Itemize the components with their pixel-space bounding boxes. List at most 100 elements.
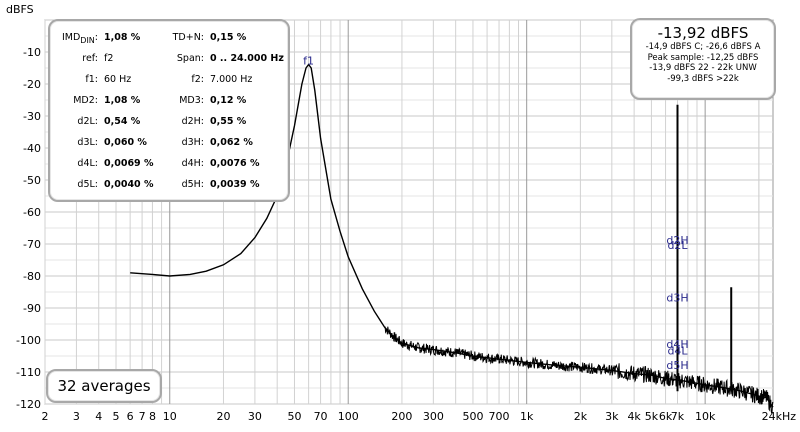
imd-value: 0,12 % <box>210 95 247 106</box>
imd-value: 1,08 % <box>104 95 141 106</box>
imd-label: MD2: <box>73 95 98 106</box>
imd-value: 0,0040 % <box>104 179 154 190</box>
peak-marker-label: d4H <box>666 338 688 351</box>
imd-row: ref: f2 Span: 0 .. 24.000 Hz <box>50 52 288 66</box>
imd-results-panel: IMDDIN: 1,08 % TD+N: 0,15 % ref: f2 Span: 0 .. … <box>48 19 290 202</box>
unweighted-level: -13,9 dBFS 22 - 22k UNW <box>649 63 757 73</box>
series-layer <box>130 63 774 414</box>
y-tick-label: -50 <box>23 174 41 187</box>
averages-counter: 32 averages <box>46 369 162 403</box>
weighted-levels: -14,9 dBFS C; -26,6 dBFS A <box>645 42 761 52</box>
imd-value: 0,0069 % <box>104 158 154 169</box>
imd-label: d4L: <box>77 158 98 169</box>
y-tick-label: -90 <box>23 302 41 315</box>
x-tick-label: 200 <box>391 410 412 423</box>
y-tick-label: -60 <box>23 206 41 219</box>
imd-label: d2L: <box>77 116 98 127</box>
y-tick-label: -100 <box>16 334 41 347</box>
x-tick-label: 30 <box>248 410 262 423</box>
peak-marker-label: d3H <box>666 292 688 305</box>
imd-label: d5L: <box>77 179 98 190</box>
x-tick-label: 1k <box>520 410 534 423</box>
imd-value: 0,062 % <box>210 137 253 148</box>
imd-value: f2 <box>104 53 114 64</box>
peak-level-value: -13,92 dBFS <box>657 24 749 42</box>
y-tick-labels: -10 -20 -30 -40 -50 -60 -70 -80 -90 -100 -110 -120 <box>16 46 41 411</box>
imd-label: d3H: <box>181 137 204 148</box>
x-tick-label: 2 <box>42 410 49 423</box>
peak-marker-label: d4L <box>667 344 688 357</box>
imd-value: 7.000 Hz <box>210 74 253 85</box>
imd-row: d3L: 0,060 % d3H: 0,062 % <box>50 136 288 150</box>
imd-label: TD+N: <box>172 32 204 43</box>
imd-value: 0,54 % <box>104 116 141 127</box>
noise-floor-line <box>384 326 774 414</box>
x-tick-label: 300 <box>423 410 444 423</box>
x-tick-label: 500 <box>462 410 483 423</box>
x-tick-label: 6 <box>127 410 134 423</box>
imd-label: Span: <box>176 53 204 64</box>
x-tick-label: 2k <box>574 410 588 423</box>
imd-row: IMDDIN: 1,08 % TD+N: 0,15 % <box>50 31 288 45</box>
y-axis-label: dBFS <box>6 3 34 16</box>
y-tick-label: -30 <box>23 110 41 123</box>
x-tick-label: 20 <box>216 410 230 423</box>
peak-marker-label: d5H <box>666 359 688 372</box>
imd-value: 1,08 % <box>104 32 141 43</box>
x-tick-label: 4k <box>627 410 641 423</box>
above-22k-level: -99,3 dBFS >22k <box>667 73 739 84</box>
x-tick-label: 100 <box>338 410 359 423</box>
peak-marker-label: d2H <box>666 234 688 247</box>
imd-label: f2: <box>191 74 204 85</box>
imd-value: 0 .. 24.000 Hz <box>210 53 284 64</box>
x-tick-label: 24kHz <box>762 410 797 423</box>
peak-marker-label: f1 <box>303 54 314 67</box>
y-tick-label: -120 <box>16 398 41 411</box>
y-tick-label: -70 <box>23 238 41 251</box>
imd-label: d3L: <box>77 137 98 148</box>
x-tick-label: 8 <box>149 410 156 423</box>
imd-label: f1: <box>85 74 98 85</box>
peak-level-panel: -13,92 dBFS -14,9 dBFS C; -26,6 dBFS A P… <box>630 18 776 100</box>
imd-value: 0,15 % <box>210 32 247 43</box>
imd-label: IMDDIN: <box>61 32 98 45</box>
x-tick-label: 10k <box>695 410 716 423</box>
x-tick-label: 4 <box>95 410 102 423</box>
x-tick-label: 3 <box>73 410 80 423</box>
peak-sample: Peak sample: -12,25 dBFS <box>647 52 759 63</box>
imd-row: MD2: 1,08 % MD3: 0,12 % <box>50 94 288 108</box>
x-tick-label: 700 <box>489 410 510 423</box>
y-tick-label: -20 <box>23 78 41 91</box>
imd-label: d2H: <box>181 116 204 127</box>
imd-label-subscript: DIN <box>80 35 95 45</box>
x-tick-labels: 2 3 4 5 6 7 8 10 20 30 50 70 100 200 300 500 700 1k 2k 3k 4k… <box>42 410 797 423</box>
imd-label: MD3: <box>179 95 204 106</box>
y-tick-label: -110 <box>16 366 41 379</box>
imd-row: d2L: 0,54 % d2H: 0,55 % <box>50 115 288 129</box>
x-tick-label: 6k <box>659 410 673 423</box>
imd-row: f1: 60 Hz f2: 7.000 Hz <box>50 73 288 87</box>
peak-marker-label: d2L <box>667 239 688 252</box>
y-tick-label: -10 <box>23 46 41 59</box>
imd-row: d5L: 0,0040 % d5H: 0,0039 % <box>50 178 288 192</box>
imd-label: d4H: <box>181 158 204 169</box>
x-tick-label: 70 <box>314 410 328 423</box>
x-tick-label: 50 <box>287 410 301 423</box>
imd-value: 0,0076 % <box>210 158 260 169</box>
y-tick-label: -80 <box>23 270 41 283</box>
imd-value: 60 Hz <box>104 74 132 85</box>
imd-value: 0,0039 % <box>210 179 260 190</box>
y-tick-label: -40 <box>23 142 41 155</box>
x-tick-label: 3k <box>605 410 619 423</box>
imd-label: d5H: <box>181 179 204 190</box>
x-tick-label: 10 <box>163 410 177 423</box>
x-tick-label: 5 <box>113 410 120 423</box>
x-tick-label: 7k <box>671 410 685 423</box>
x-tick-label: 5k <box>645 410 659 423</box>
imd-value: 0,060 % <box>104 137 147 148</box>
imd-label: ref: <box>82 53 98 64</box>
imd-value: 0,55 % <box>210 116 247 127</box>
imd-row: d4L: 0,0069 % d4H: 0,0076 % <box>50 157 288 171</box>
